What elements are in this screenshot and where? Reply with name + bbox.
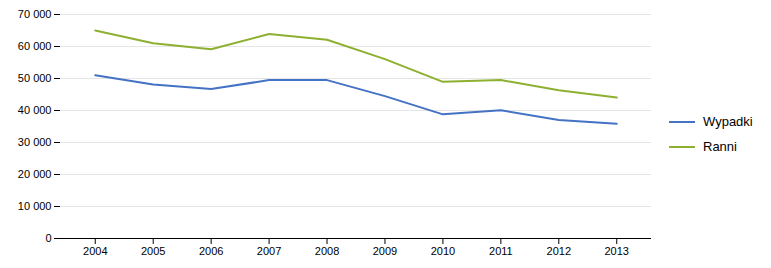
svg-text:2007: 2007 bbox=[257, 245, 281, 257]
svg-text:2005: 2005 bbox=[141, 245, 165, 257]
html-text:Wypadki: Wypadki bbox=[703, 114, 753, 129]
svg-text:2009: 2009 bbox=[373, 245, 397, 257]
svg-text:2006: 2006 bbox=[199, 245, 223, 257]
svg-text:2012: 2012 bbox=[547, 245, 571, 257]
html-text:Ranni: Ranni bbox=[703, 139, 737, 154]
svg-text:2008: 2008 bbox=[315, 245, 339, 257]
svg-text:2011: 2011 bbox=[489, 245, 513, 257]
svg-text:20 000: 20 000 bbox=[18, 168, 52, 180]
svg-text:30 000: 30 000 bbox=[18, 136, 52, 148]
svg-text:2013: 2013 bbox=[604, 245, 628, 257]
svg-text:2010: 2010 bbox=[431, 245, 455, 257]
svg-text:70 000: 70 000 bbox=[18, 8, 52, 20]
svg-text:2004: 2004 bbox=[83, 245, 107, 257]
svg-text:40 000: 40 000 bbox=[18, 104, 52, 116]
svg-text:50 000: 50 000 bbox=[18, 72, 52, 84]
svg-text:60 000: 60 000 bbox=[18, 40, 52, 52]
svg-text:0: 0 bbox=[45, 232, 51, 244]
svg-text:10 000: 10 000 bbox=[18, 200, 52, 212]
